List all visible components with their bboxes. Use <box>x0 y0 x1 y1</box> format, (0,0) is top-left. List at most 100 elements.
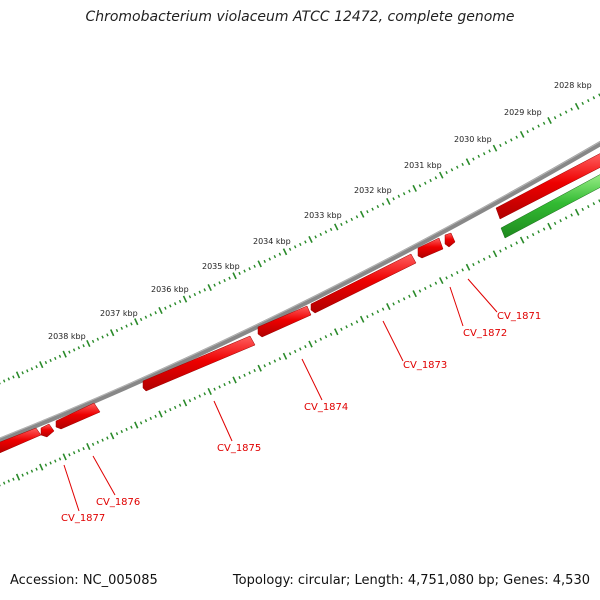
outer-scale-tick <box>537 124 540 128</box>
inner-scale-tick <box>350 322 354 326</box>
gene-arrow-cv1876[interactable] <box>142 335 256 392</box>
outer-scale-tick <box>553 116 557 120</box>
outer-scale-tick <box>293 245 297 249</box>
outer-scale-tick <box>429 178 432 183</box>
inner-scale-tick <box>559 219 562 223</box>
inner-scale-tick <box>461 268 464 272</box>
outer-scale-tick <box>68 350 71 354</box>
outer-scale-tick <box>39 361 44 369</box>
outer-scale-tick <box>465 158 471 166</box>
inner-scale-tick <box>510 244 513 248</box>
outer-scale-tick <box>96 337 100 341</box>
outer-scale-tick <box>438 171 444 179</box>
inner-scale-tick <box>537 230 540 234</box>
gene-arrow-cv1873[interactable] <box>417 237 444 259</box>
inner-scale-tick <box>26 471 29 475</box>
inner-scale-tick <box>120 430 123 434</box>
outer-scale-tick <box>519 130 525 138</box>
outer-scale-tick <box>120 326 124 330</box>
outer-scale-tick <box>273 255 277 259</box>
outer-scale-tick <box>472 157 475 161</box>
outer-scale-tick <box>164 306 167 310</box>
gene-arrow-cv1876b[interactable] <box>55 402 101 430</box>
outer-scale-tick <box>178 299 182 303</box>
outer-scale-tick <box>213 283 216 287</box>
inner-scale-tick <box>213 387 216 391</box>
inner-scale-tick <box>465 263 471 271</box>
inner-scale-tick <box>144 419 148 423</box>
inner-scale-tick <box>499 249 502 253</box>
outer-scale-tick <box>366 210 369 214</box>
outer-scale-tick <box>456 165 459 169</box>
inner-scale-tick <box>72 451 76 455</box>
outer-scale-tick <box>510 138 513 142</box>
inner-scale-tick <box>564 216 568 220</box>
inner-scale-tick <box>429 284 432 288</box>
outer-scale-tick <box>492 144 498 152</box>
outer-scale-tick <box>570 107 573 111</box>
inner-scale-tick <box>12 477 15 481</box>
gene-label-cv1871: CV_1871 <box>497 311 541 322</box>
map-title: Chromobacterium violaceum ATCC 12472, co… <box>85 9 515 25</box>
outer-scale-tick <box>547 116 552 124</box>
outer-scale-tick <box>134 318 139 326</box>
inner-scale-tick <box>173 405 177 409</box>
gene-arrow-cv1875[interactable] <box>257 305 312 338</box>
inner-scale-tick <box>7 479 10 483</box>
inner-scale-tick <box>282 352 288 360</box>
outer-scale-tick <box>477 154 481 158</box>
outer-scale-tick <box>450 168 454 172</box>
inner-scale-tick <box>263 364 266 368</box>
outer-scale-tick <box>392 197 395 201</box>
outer-scale-tick <box>263 259 266 264</box>
inner-scale-tick <box>182 399 188 407</box>
scale-label-2032: 2032 kbp <box>354 186 392 195</box>
inner-scale-tick <box>450 273 454 277</box>
gene-arrow-cv1871[interactable] <box>495 153 600 220</box>
inner-scale-tick <box>149 416 153 421</box>
outer-scale-tick <box>359 210 365 218</box>
inner-scale-tick <box>15 473 21 481</box>
outer-scale-tick <box>499 143 502 148</box>
reverse-strand-gene[interactable] <box>500 174 600 239</box>
outer-scale-tick <box>461 162 464 167</box>
inner-scale-tick <box>329 332 333 336</box>
gene-arrow-cv1872[interactable] <box>444 232 456 248</box>
inner-scale-tick <box>207 388 212 396</box>
outer-scale-tick <box>62 350 67 358</box>
outer-scale-tick <box>542 121 546 125</box>
gene-arrow-cv1877[interactable] <box>0 427 42 455</box>
inner-scale-tick <box>273 359 277 363</box>
outer-scale-tick <box>418 184 422 188</box>
outer-scale-tick <box>125 324 128 328</box>
outer-scale-tick <box>115 328 119 333</box>
inner-scale-tick <box>288 352 292 356</box>
label-leader-lines <box>63 278 498 512</box>
outer-scale-tick <box>355 215 359 219</box>
inner-scale-tick <box>359 315 365 323</box>
gene-label-cv1877: CV_1877 <box>61 513 105 524</box>
inner-scale-tick <box>438 277 444 285</box>
outer-scale-tick <box>324 230 328 234</box>
gene-arrow-cv1874[interactable] <box>310 253 417 314</box>
inner-scale-tick <box>139 421 143 425</box>
outer-scale-tick <box>319 232 323 237</box>
inner-scale-tick <box>488 254 491 259</box>
outer-scale-tick <box>130 322 133 326</box>
outer-scale-tick <box>350 217 354 221</box>
inner-scale-tick <box>188 399 192 403</box>
inner-scale-tick <box>355 320 359 324</box>
inner-scale-tick <box>110 432 115 440</box>
inner-scale-tick <box>581 207 584 211</box>
outer-scale-tick <box>54 356 57 360</box>
scale-label-2033: 2033 kbp <box>304 211 342 220</box>
outer-scale-tick <box>333 223 339 231</box>
inner-scale-tick <box>402 297 406 301</box>
gene-label-cv1874: CV_1874 <box>304 402 348 413</box>
inner-scale-tick <box>154 414 157 418</box>
outer-scale-tick <box>253 264 256 268</box>
outer-scale-tick <box>207 284 212 292</box>
outer-scale-tick <box>257 260 262 268</box>
gene-arrow-cv1877b[interactable] <box>40 423 55 438</box>
outer-scale-tick <box>193 292 197 297</box>
